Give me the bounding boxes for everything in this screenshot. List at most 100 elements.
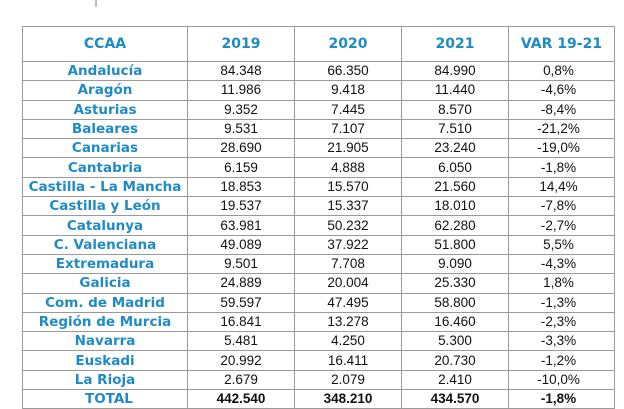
cell-region: Región de Murcia xyxy=(22,311,188,333)
cell-value-2019: 63.981 xyxy=(187,215,295,236)
cell-value-2020: 15.337 xyxy=(294,196,402,217)
cell-value-2020: 7.708 xyxy=(294,253,402,275)
cell-var-19-21: -4,6% xyxy=(508,80,615,101)
cell-var-19-21: -21,2% xyxy=(508,118,615,140)
cell-value-2021: 84.990 xyxy=(401,60,509,82)
cell-value-2019: 9.531 xyxy=(187,118,295,140)
cell-value-2020: 13.278 xyxy=(294,311,402,333)
cell-var-19-21: -1,3% xyxy=(508,292,615,313)
table-row: Aragón 11.986 9.418 11.440 -4,6% xyxy=(22,80,615,101)
table-row: Catalunya 63.981 50.232 62.280 -2,7% xyxy=(22,215,615,236)
cell-var-19-21: -19,0% xyxy=(508,138,615,159)
cell-region: Galicia xyxy=(22,273,188,294)
cell-var-19-21: 1,8% xyxy=(508,273,615,294)
header-var: VAR 19-21 xyxy=(508,26,615,62)
total-var-19-21: -1,8% xyxy=(508,389,615,409)
table-row: Asturias 9.352 7.445 8.570 -8,4% xyxy=(22,99,615,120)
cell-region: Asturias xyxy=(22,99,188,120)
cell-region: Castilla - La Mancha xyxy=(22,176,188,198)
cell-value-2021: 5.300 xyxy=(401,331,509,352)
cell-value-2020: 20.004 xyxy=(294,273,402,294)
cell-value-2021: 16.460 xyxy=(401,311,509,333)
cell-value-2021: 62.280 xyxy=(401,215,509,236)
cell-var-19-21: 0,8% xyxy=(508,60,615,82)
cell-value-2019: 18.853 xyxy=(187,176,295,198)
header-2019: 2019 xyxy=(187,26,295,62)
table-total-row: TOTAL 442.540 348.210 434.570 -1,8% xyxy=(22,389,615,409)
table-row: Euskadi 20.992 16.411 20.730 -1,2% xyxy=(22,350,615,371)
cell-value-2020: 21.905 xyxy=(294,138,402,159)
cell-value-2019: 28.690 xyxy=(187,138,295,159)
cell-region: Extremadura xyxy=(22,253,188,275)
cell-value-2020: 16.411 xyxy=(294,350,402,371)
cell-value-2021: 6.050 xyxy=(401,157,509,178)
cell-value-2020: 7.107 xyxy=(294,118,402,140)
cell-value-2021: 8.570 xyxy=(401,99,509,120)
table-row: Baleares 9.531 7.107 7.510 -21,2% xyxy=(22,118,615,140)
cell-value-2021: 11.440 xyxy=(401,80,509,101)
cell-value-2019: 59.597 xyxy=(187,292,295,313)
total-value-2020: 348.210 xyxy=(294,389,402,409)
cell-region: Catalunya xyxy=(22,215,188,236)
cell-value-2019: 20.992 xyxy=(187,350,295,371)
table-row: Andalucía 84.348 66.350 84.990 0,8% xyxy=(22,60,615,82)
cell-value-2019: 16.841 xyxy=(187,311,295,333)
cell-region: Castilla y León xyxy=(22,196,188,217)
cell-region: Navarra xyxy=(22,331,188,352)
header-ccaa: CCAA xyxy=(22,26,188,62)
cell-region: Baleares xyxy=(22,118,188,140)
cell-value-2020: 7.445 xyxy=(294,99,402,120)
cell-var-19-21: -3,3% xyxy=(508,331,615,352)
table-row: Extremadura 9.501 7.708 9.090 -4,3% xyxy=(22,253,615,275)
cell-value-2021: 21.560 xyxy=(401,176,509,198)
cell-value-2020: 47.495 xyxy=(294,292,402,313)
cell-value-2019: 19.537 xyxy=(187,196,295,217)
cell-value-2021: 18.010 xyxy=(401,196,509,217)
cell-var-19-21: -8,4% xyxy=(508,99,615,120)
cell-var-19-21: -10,0% xyxy=(508,369,615,391)
total-value-2021: 434.570 xyxy=(401,389,509,409)
cell-value-2019: 49.089 xyxy=(187,234,295,255)
cell-region: La Rioja xyxy=(22,369,188,391)
total-value-2019: 442.540 xyxy=(187,389,295,409)
cell-value-2021: 2.410 xyxy=(401,369,509,391)
cell-value-2021: 20.730 xyxy=(401,350,509,371)
table-row: Navarra 5.481 4.250 5.300 -3,3% xyxy=(22,331,615,352)
cell-value-2020: 4.250 xyxy=(294,331,402,352)
cell-value-2020: 15.570 xyxy=(294,176,402,198)
cell-value-2019: 9.501 xyxy=(187,253,295,275)
cell-var-19-21: -1,2% xyxy=(508,350,615,371)
table-row: Galicia 24.889 20.004 25.330 1,8% xyxy=(22,273,615,294)
total-region: TOTAL xyxy=(22,389,188,409)
cell-value-2020: 66.350 xyxy=(294,60,402,82)
cell-var-19-21: -1,8% xyxy=(508,157,615,178)
cell-value-2021: 25.330 xyxy=(401,273,509,294)
table-row: Cantabria 6.159 4.888 6.050 -1,8% xyxy=(22,157,615,178)
header-2021: 2021 xyxy=(401,26,509,62)
table-row: Com. de Madrid 59.597 47.495 58.800 -1,3% xyxy=(22,292,615,313)
table-row: Castilla - La Mancha 18.853 15.570 21.560 14… xyxy=(22,176,615,198)
cell-value-2021: 58.800 xyxy=(401,292,509,313)
cell-value-2019: 84.348 xyxy=(187,60,295,82)
cell-value-2019: 5.481 xyxy=(187,331,295,352)
cell-value-2021: 7.510 xyxy=(401,118,509,140)
cell-var-19-21: -7,8% xyxy=(508,196,615,217)
cell-value-2020: 9.418 xyxy=(294,80,402,101)
cell-value-2020: 2.079 xyxy=(294,369,402,391)
page-mark: | xyxy=(94,0,99,7)
regional-data-table: CCAA 2019 2020 2021 VAR 19-21 Andalucía 8… xyxy=(22,26,615,409)
cell-var-19-21: -2,7% xyxy=(508,215,615,236)
cell-region: C. Valenciana xyxy=(22,234,188,255)
cell-region: Aragón xyxy=(22,80,188,101)
table-row: La Rioja 2.679 2.079 2.410 -10,0% xyxy=(22,369,615,391)
cell-value-2020: 37.922 xyxy=(294,234,402,255)
cell-region: Cantabria xyxy=(22,157,188,178)
table-body: Andalucía 84.348 66.350 84.990 0,8% Aragón 11.… xyxy=(22,60,615,409)
cell-value-2019: 2.679 xyxy=(187,369,295,391)
cell-var-19-21: -2,3% xyxy=(508,311,615,333)
cell-value-2020: 4.888 xyxy=(294,157,402,178)
cell-region: Canarias xyxy=(22,138,188,159)
table-row: C. Valenciana 49.089 37.922 51.800 5,5% xyxy=(22,234,615,255)
cell-value-2019: 9.352 xyxy=(187,99,295,120)
table-row: Región de Murcia 16.841 13.278 16.460 -2,3% xyxy=(22,311,615,333)
